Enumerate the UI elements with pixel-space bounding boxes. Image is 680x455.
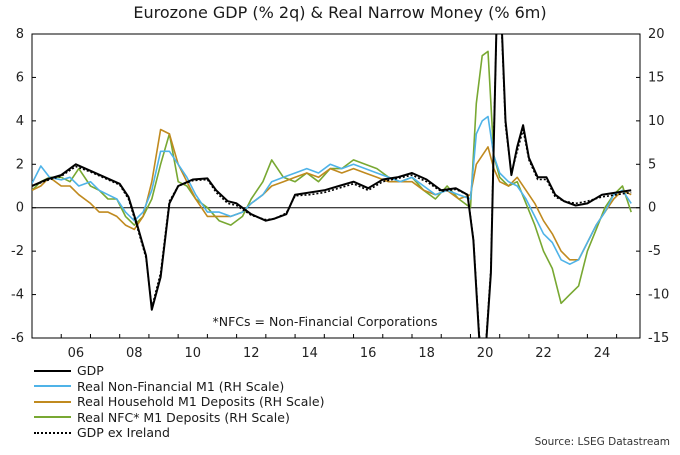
- legend-swatch: [34, 416, 71, 419]
- legend-label: Real NFC* M1 Deposits (RH Scale): [77, 409, 290, 425]
- chart-title: Eurozone GDP (% 2q) & Real Narrow Money …: [133, 3, 547, 22]
- chart-legend: GDP Real Non-Financial M1 (RH Scale) Real …: [34, 363, 324, 441]
- left-tick-label: 4: [16, 114, 24, 129]
- legend-swatch: [34, 400, 71, 403]
- left-tick-label: -4: [11, 288, 24, 303]
- legend-swatch: [34, 369, 71, 372]
- x-tick-label: 08: [126, 346, 143, 361]
- left-tick-label: 8: [16, 27, 24, 42]
- right-tick-label: 15: [648, 70, 665, 85]
- x-tick-label: 12: [243, 346, 260, 361]
- x-tick-label: 18: [418, 346, 435, 361]
- left-tick-label: -6: [11, 331, 24, 346]
- x-tick-label: 10: [184, 346, 201, 361]
- left-tick-label: 6: [16, 70, 24, 85]
- right-tick-label: 10: [648, 114, 665, 129]
- series-line-0: [32, 34, 632, 338]
- legend-swatch: [34, 431, 71, 434]
- series-line-1: [32, 115, 632, 266]
- right-tick-label: 0: [648, 201, 656, 216]
- x-tick-label: 16: [360, 346, 377, 361]
- legend-label: Real Household M1 Deposits (RH Scale): [77, 394, 325, 410]
- legend-item: GDP: [34, 363, 324, 379]
- source-note: Source: LSEG Datastream: [534, 436, 670, 448]
- legend-label: GDP ex Ireland: [77, 425, 170, 441]
- legend-item: Real Non-Financial M1 (RH Scale): [34, 379, 324, 395]
- x-tick-label: 06: [68, 346, 85, 361]
- chart-lines: [32, 34, 632, 338]
- right-tick-label: 5: [648, 157, 656, 172]
- right-tick-label: -15: [648, 331, 669, 346]
- legend-label: GDP: [77, 363, 104, 379]
- series-line-2: [32, 128, 632, 261]
- x-tick-label: 22: [535, 346, 552, 361]
- left-tick-label: 0: [16, 201, 24, 216]
- x-tick-label: 24: [594, 346, 611, 361]
- x-tick-label: 20: [477, 346, 494, 361]
- legend-label: Real Non-Financial M1 (RH Scale): [77, 378, 285, 394]
- right-tick-label: -10: [648, 288, 669, 303]
- legend-item: Real NFC* M1 Deposits (RH Scale): [34, 410, 324, 426]
- left-tick-label: -2: [11, 244, 24, 259]
- legend-item: GDP ex Ireland: [34, 425, 324, 441]
- right-tick-label: -5: [648, 244, 661, 259]
- x-tick-label: 14: [301, 346, 318, 361]
- right-tick-label: 20: [648, 27, 665, 42]
- left-tick-label: 2: [16, 157, 24, 172]
- legend-item: Real Household M1 Deposits (RH Scale): [34, 394, 324, 410]
- legend-swatch: [34, 385, 71, 388]
- chart-annotation: *NFCs = Non-Financial Corporations: [213, 314, 438, 329]
